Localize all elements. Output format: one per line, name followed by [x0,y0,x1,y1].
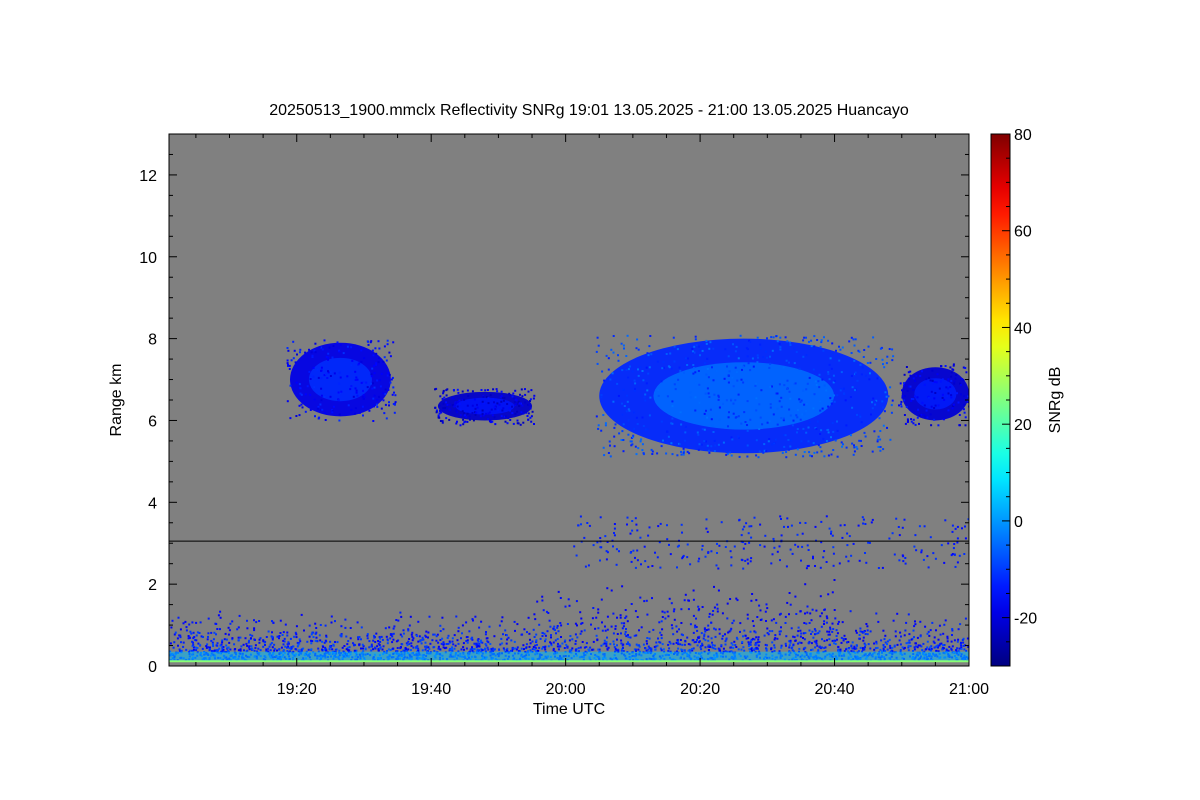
colorbar-label: SNRg dB [1047,367,1064,434]
x-tick-label: 19:40 [411,681,451,698]
x-tick-label: 20:00 [546,681,586,698]
y-tick-label: 4 [148,495,157,512]
y-tick-label: 6 [148,413,157,430]
chart-title: 20250513_1900.mmclx Reflectivity SNRg 19… [269,102,909,119]
colorbar-tick-label: -20 [1014,611,1037,628]
x-tick-label: 20:40 [815,681,855,698]
colorbar-tick-label: 40 [1014,320,1032,337]
colorbar-tick-label: 0 [1014,514,1023,531]
plot-area: 19:20 19:40 20:00 20:20 20:40 21:00 0 2 4 6 8 10 12 [139,133,989,698]
colorbar-tick-label: 60 [1014,224,1032,241]
y-tick-label: 8 [148,332,157,349]
x-tick-label: 20:20 [680,681,720,698]
echo-feature [898,363,969,427]
colorbar-tick-label: 20 [1014,417,1032,434]
y-tick-label: 2 [148,577,157,594]
colorbar: -20 0 20 40 60 80 [990,127,1037,667]
y-axis-label: Range km [108,364,125,437]
x-tick-label: 21:00 [949,681,989,698]
y-tick-label: 10 [139,250,157,267]
x-axis-label: Time UTC [533,701,605,718]
echo-speckle [573,515,969,570]
echo-feature [595,334,895,459]
echo-feature [434,387,536,427]
y-tick-label: 12 [139,168,157,185]
echo-feature [169,579,969,663]
x-tick-label: 19:20 [277,681,317,698]
y-tick-label: 0 [148,659,157,676]
echo-feature [286,339,397,422]
colorbar-tick-label: 80 [1014,127,1032,144]
